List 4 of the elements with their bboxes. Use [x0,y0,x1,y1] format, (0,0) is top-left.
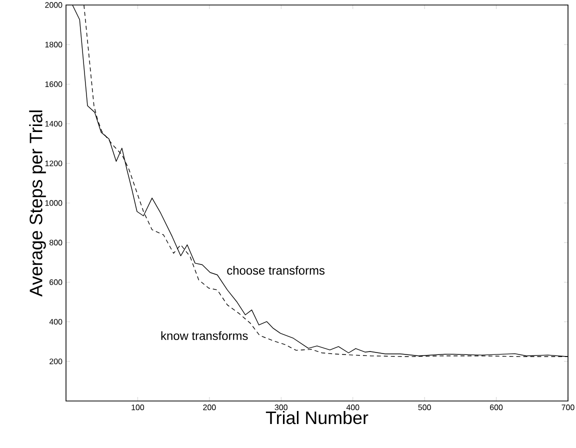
series-label: choose transforms [227,266,325,275]
x-axis-title: Trial Number [266,410,368,424]
series-label: know transforms [161,331,248,340]
y-axis-title: Average Steps per Trial [29,110,46,297]
